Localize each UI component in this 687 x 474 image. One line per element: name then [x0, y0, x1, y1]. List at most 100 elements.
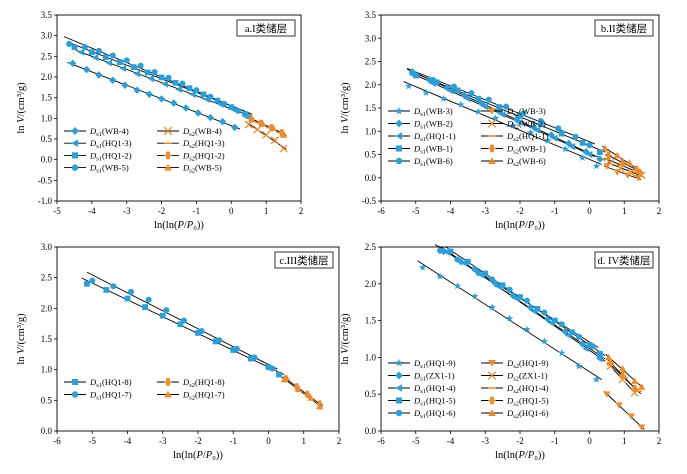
y-tick-label: 0.0 [41, 426, 53, 436]
y-tick-label: 0.5 [41, 134, 53, 144]
y-tick-label: 2.0 [365, 279, 377, 289]
x-tick-label: 1 [622, 436, 627, 446]
legend-marker [395, 358, 403, 367]
series-d-s1-hq1-5- [447, 248, 603, 357]
data-point [216, 337, 223, 344]
data-point [596, 155, 604, 163]
data-point [558, 321, 565, 328]
data-point [206, 113, 214, 122]
data-point [280, 375, 288, 383]
data-point [437, 247, 444, 254]
y-tick-label: 0.0 [41, 155, 53, 165]
data-point [592, 375, 601, 383]
data-point [523, 325, 531, 333]
svg-text:Ds1(HQ1-7): Ds1(HQ1-7) [89, 390, 132, 402]
svg-text:Ds1(HQ1-2): Ds1(HQ1-2) [89, 150, 132, 162]
y-tick-label: 0.0 [365, 426, 377, 436]
series-d-s2-wb-1- [605, 151, 641, 173]
data-point [145, 90, 153, 99]
data-point [443, 83, 451, 92]
data-point [293, 383, 301, 391]
data-point [89, 277, 96, 284]
data-point [145, 296, 152, 303]
data-point [123, 57, 130, 64]
data-point [596, 355, 603, 363]
data-point [597, 350, 603, 357]
data-point [279, 131, 288, 138]
data-point [615, 402, 623, 409]
legend-marker [488, 409, 496, 417]
data-point [130, 64, 137, 70]
x-tick-label: 0 [229, 206, 234, 216]
svg-text:Ds1(HQ1-5): Ds1(HQ1-5) [413, 396, 456, 408]
data-point [200, 91, 207, 98]
fit-line [281, 376, 323, 409]
legend-item: Ds2(WB-6) [481, 156, 546, 168]
data-point [147, 75, 154, 83]
y-tick-label: 3.5 [41, 10, 53, 20]
data-point [512, 115, 521, 123]
data-point [409, 70, 416, 77]
data-point [265, 364, 272, 371]
data-point [537, 121, 544, 128]
y-axis-label: ln V/(cm³/g) [340, 82, 351, 134]
data-point [558, 130, 565, 137]
x-tick-label: -2 [516, 436, 524, 446]
data-point [499, 110, 506, 119]
data-point [578, 153, 587, 161]
svg-text:Ds1(HQ1-3): Ds1(HQ1-3) [89, 138, 132, 150]
data-point [248, 115, 256, 123]
y-tick-label: 2.5 [365, 57, 377, 67]
data-point [492, 280, 500, 288]
svg-text:Ds2(HQ1-5): Ds2(HQ1-5) [506, 396, 549, 408]
x-tick-label: -4 [124, 436, 132, 446]
x-tick-label: 0 [587, 436, 592, 446]
svg-text:Ds1(HQ1-6): Ds1(HQ1-6) [413, 408, 456, 420]
y-tick-label: 1.5 [365, 103, 377, 113]
legend-marker [395, 145, 403, 152]
series-d-s2-hq1-9- [603, 391, 646, 431]
data-point [618, 364, 627, 372]
x-tick-label: -5 [89, 436, 97, 446]
x-tick-label: -5 [412, 436, 420, 446]
x-tick-label: 2 [657, 206, 662, 216]
data-point [613, 151, 621, 159]
y-tick-label: -0.5 [362, 196, 377, 206]
data-point [144, 69, 151, 76]
data-point [605, 151, 613, 160]
data-point [541, 309, 548, 316]
x-tick-label: -3 [482, 436, 490, 446]
legend-marker [71, 139, 79, 147]
y-tick-label: 2.5 [41, 273, 53, 283]
data-point [592, 162, 601, 170]
legend-item: Ds1(HQ1-1) [388, 131, 456, 143]
panel-1: -5 -4 -3 -2 -1 0 1 2 -1.0 -0.5 0.0 0.5 1.0 1.5 2.0 2.5 3… [16, 10, 303, 231]
data-point [77, 48, 85, 56]
x-axis-label: ln(ln(P/P₀)) [173, 450, 223, 461]
data-point [119, 64, 127, 72]
x-axis-label: ln(ln(P/P₀)) [495, 220, 545, 231]
y-tick-label: 3.0 [365, 33, 377, 43]
x-tick-label: -1 [551, 206, 559, 216]
data-point [279, 144, 288, 153]
legend-item: Ds1(WB-3) [388, 106, 453, 118]
data-point [212, 338, 219, 345]
panel-title-box [274, 251, 334, 269]
series-d-s1-hq1-6- [437, 247, 597, 350]
y-tick-label: 0.5 [365, 389, 377, 399]
data-point [71, 44, 78, 51]
svg-text:Ds2(HQ1-3): Ds2(HQ1-3) [182, 138, 225, 150]
data-point [606, 362, 615, 371]
data-point [478, 99, 486, 108]
data-point [195, 329, 201, 336]
x-tick-label: 2 [657, 436, 662, 446]
y-axis-label: ln V/(cm³/g) [340, 313, 351, 365]
data-point [537, 117, 544, 125]
data-point [606, 158, 615, 167]
x-tick-label: -5 [412, 206, 420, 216]
data-point [540, 337, 549, 345]
data-point [268, 365, 276, 372]
data-point [491, 114, 500, 122]
data-point [165, 74, 172, 81]
